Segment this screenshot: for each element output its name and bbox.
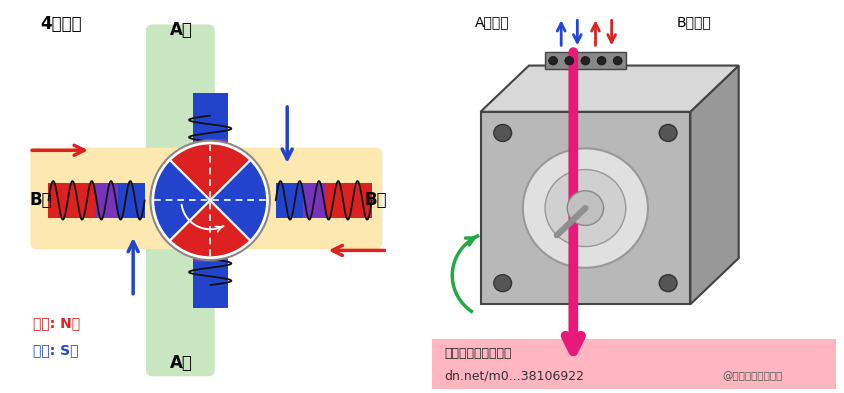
Bar — [432, 339, 836, 389]
Bar — [118, 183, 144, 218]
Bar — [48, 183, 95, 218]
Bar — [192, 262, 228, 308]
Text: dn.net/m0...38106922: dn.net/m0...38106922 — [444, 369, 584, 382]
Circle shape — [567, 191, 603, 226]
Text: B相: B相 — [30, 191, 51, 209]
Bar — [192, 139, 228, 162]
Wedge shape — [210, 160, 268, 241]
Polygon shape — [480, 66, 738, 112]
Bar — [192, 239, 228, 262]
Circle shape — [545, 169, 625, 246]
Circle shape — [597, 57, 606, 65]
Circle shape — [523, 148, 648, 268]
Text: A相输入: A相输入 — [475, 15, 510, 29]
Text: 执行另一个步进操作: 执行另一个步进操作 — [444, 347, 511, 360]
Circle shape — [150, 141, 270, 260]
Text: B相输入: B相输入 — [677, 15, 711, 29]
Bar — [192, 216, 228, 239]
Wedge shape — [153, 160, 210, 241]
Text: @稀土掘金技术社区: @稀土掘金技术社区 — [722, 371, 783, 381]
FancyBboxPatch shape — [480, 112, 690, 304]
Bar — [192, 162, 228, 185]
Circle shape — [494, 275, 511, 292]
Text: B相: B相 — [365, 191, 387, 209]
Bar — [326, 183, 372, 218]
Bar — [276, 183, 303, 218]
Circle shape — [494, 125, 511, 141]
Wedge shape — [170, 200, 251, 257]
FancyBboxPatch shape — [147, 25, 214, 376]
Text: A相: A相 — [170, 354, 192, 372]
Text: 4极电机: 4极电机 — [41, 15, 83, 33]
Circle shape — [659, 275, 677, 292]
Circle shape — [549, 57, 558, 65]
Text: 蓝色: S极: 蓝色: S极 — [33, 343, 78, 357]
FancyBboxPatch shape — [31, 148, 381, 248]
Circle shape — [581, 57, 590, 65]
Bar — [545, 52, 625, 70]
Circle shape — [565, 57, 574, 65]
Polygon shape — [690, 66, 738, 304]
Bar — [303, 183, 326, 218]
Circle shape — [659, 125, 677, 141]
Circle shape — [614, 57, 622, 65]
Text: A相: A相 — [170, 21, 192, 39]
Text: 红色: N极: 红色: N极 — [33, 316, 80, 330]
Wedge shape — [170, 143, 251, 200]
Bar — [95, 183, 118, 218]
Bar — [192, 92, 228, 139]
